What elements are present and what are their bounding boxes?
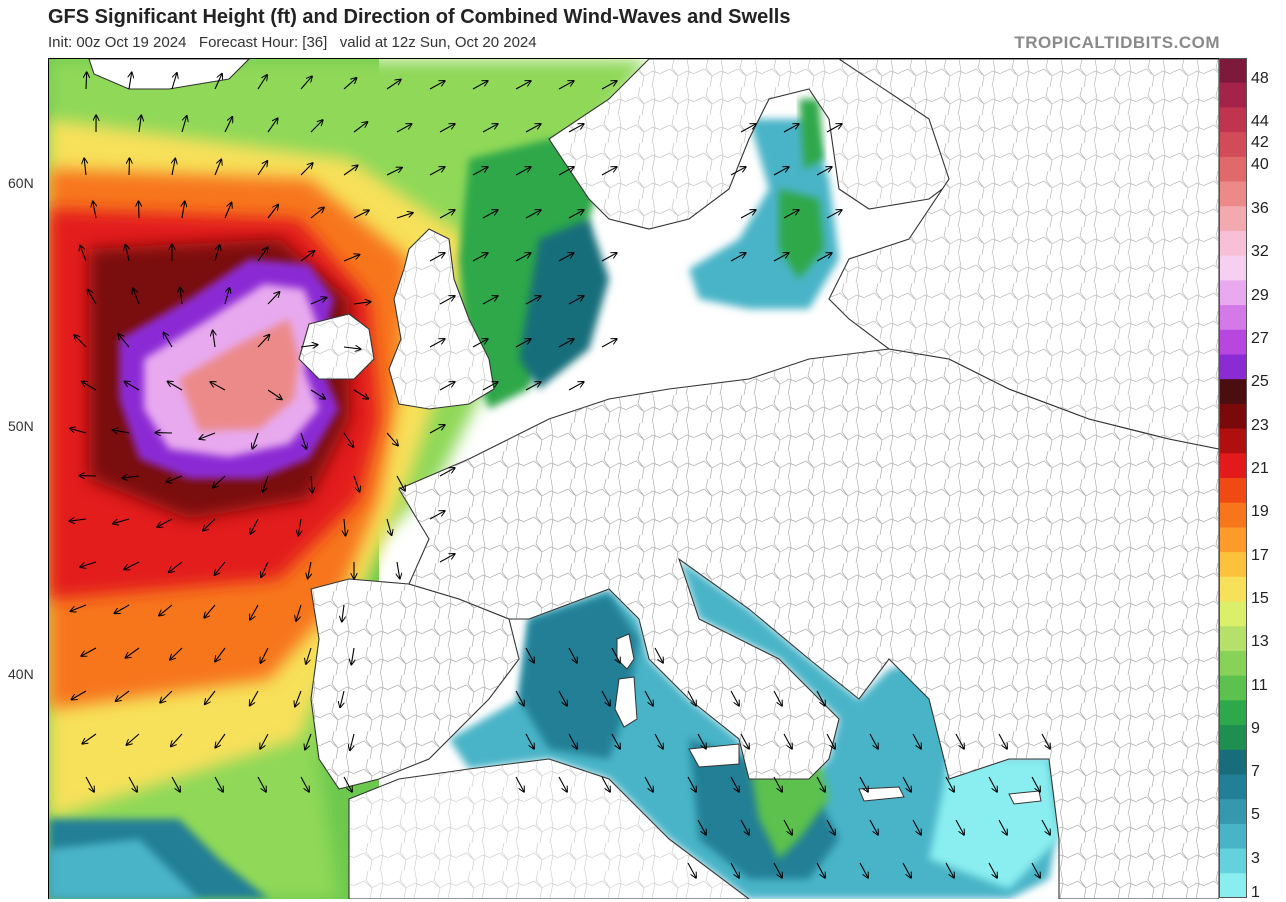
- colorbar-swatch: [1219, 404, 1247, 429]
- colorbar-swatch: [1219, 799, 1247, 824]
- colorbar-swatch: [1219, 83, 1247, 108]
- map-canvas: [49, 59, 1219, 899]
- direction-arrow: [397, 562, 400, 579]
- colorbar-label: 5: [1251, 806, 1260, 824]
- direction-arrow: [602, 339, 617, 347]
- colorbar-label: 25: [1251, 373, 1269, 391]
- colorbar-swatch: [1219, 379, 1247, 404]
- lat-label-60n: 60N: [8, 175, 34, 191]
- colorbar-swatch: [1219, 157, 1247, 182]
- colorbar-swatch: [1219, 824, 1247, 849]
- colorbar-swatch: [1219, 676, 1247, 701]
- colorbar-swatch: [1219, 182, 1247, 207]
- colorbar-swatch: [1219, 429, 1247, 454]
- colorbar-swatch: [1219, 750, 1247, 775]
- colorbar-swatch: [1219, 280, 1247, 305]
- colorbar-swatch: [1219, 849, 1247, 874]
- colorbar-swatch: [1219, 478, 1247, 503]
- colorbar-label: 9: [1251, 720, 1260, 738]
- colorbar-label: 7: [1251, 763, 1260, 781]
- colorbar-label: 27: [1251, 330, 1269, 348]
- colorbar-swatch: [1219, 873, 1247, 898]
- colorbar-swatch: [1219, 651, 1247, 676]
- colorbar-label: 21: [1251, 460, 1269, 478]
- direction-arrow: [86, 72, 87, 89]
- lat-label-40n: 40N: [8, 666, 34, 682]
- colorbar-swatch: [1219, 503, 1247, 528]
- colorbar-swatch: [1219, 626, 1247, 651]
- direction-arrow: [602, 253, 617, 261]
- colorbar-swatch: [1219, 107, 1247, 132]
- colorbar-swatch: [1219, 305, 1247, 330]
- colorbar-swatch: [1219, 700, 1247, 725]
- colorbar-swatch: [1219, 330, 1247, 355]
- colorbar-swatch: [1219, 552, 1247, 577]
- colorbar-label: 15: [1251, 590, 1269, 608]
- colorbar-label: 44: [1251, 113, 1269, 131]
- colorbar-swatch: [1219, 774, 1247, 799]
- colorbar-swatch: [1219, 354, 1247, 379]
- brand-watermark: TROPICALTIDBITS.COM: [1014, 33, 1220, 53]
- colorbar-swatch: [1219, 256, 1247, 281]
- chart-title: GFS Significant Height (ft) and Directio…: [48, 6, 790, 29]
- colorbar-swatch: [1219, 132, 1247, 157]
- colorbar-label: 1: [1251, 884, 1260, 902]
- colorbar-label: 29: [1251, 287, 1269, 305]
- colorbar-swatch: [1219, 527, 1247, 552]
- colorbar-swatch: [1219, 725, 1247, 750]
- colorbar-label: 11: [1251, 677, 1268, 695]
- colorbar-swatch: [1219, 453, 1247, 478]
- colorbar-label: 13: [1251, 633, 1269, 651]
- colorbar-label: 40: [1251, 156, 1269, 174]
- colorbar-label: 42: [1251, 134, 1269, 152]
- colorbar-label: 36: [1251, 200, 1269, 218]
- colorbar-label: 48: [1251, 70, 1269, 88]
- colorbar-swatch: [1219, 231, 1247, 256]
- lat-label-50n: 50N: [8, 418, 34, 434]
- colorbar-label: 23: [1251, 417, 1269, 435]
- direction-arrow: [129, 158, 130, 175]
- colorbar-swatch: [1219, 58, 1247, 83]
- colorbar-swatch: [1219, 577, 1247, 602]
- colorbar-swatch: [1219, 602, 1247, 627]
- colorbar-label: 3: [1251, 850, 1260, 868]
- direction-arrow: [139, 201, 140, 218]
- direction-arrow: [569, 382, 584, 390]
- colorbar: [1219, 58, 1247, 898]
- colorbar-label: 17: [1251, 547, 1269, 565]
- wave-height-map[interactable]: [48, 58, 1219, 899]
- colorbar-label: 19: [1251, 503, 1269, 521]
- colorbar-swatch: [1219, 206, 1247, 231]
- colorbar-label: 32: [1251, 243, 1269, 261]
- forecast-info: Init: 00z Oct 19 2024 Forecast Hour: [36…: [48, 34, 537, 51]
